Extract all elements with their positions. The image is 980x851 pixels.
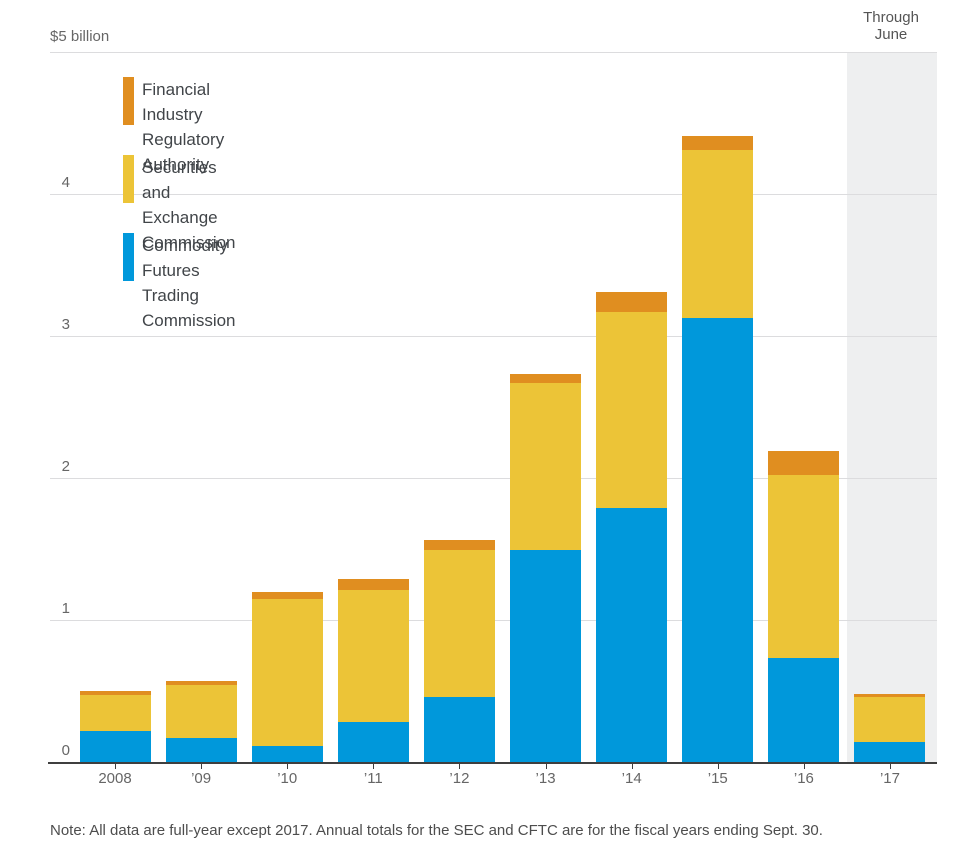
x-tick — [287, 762, 289, 769]
bar-segment-cftc-7 — [682, 317, 754, 762]
gridline — [50, 478, 937, 479]
legend-item-finra: Financial Industry Regulatory Authority — [123, 77, 224, 177]
bar-segment-cftc-1 — [165, 737, 237, 762]
x-tick-label: ’12 — [449, 770, 470, 787]
bar-segment-cftc-2 — [251, 746, 323, 762]
x-tick-label: ’14 — [621, 770, 642, 787]
gridline — [50, 194, 937, 195]
bar-segment-sec-4 — [423, 550, 495, 697]
bar-segment-cftc-6 — [596, 507, 668, 762]
x-tick — [889, 762, 891, 769]
bar-segment-cftc-5 — [510, 550, 582, 762]
y-axis-top-label: $5 billion — [50, 28, 110, 45]
x-axis-line — [48, 762, 937, 764]
bar-segment-sec-3 — [337, 590, 409, 723]
through-june-annotation: Through June — [863, 9, 919, 43]
bar-segment-cftc-8 — [768, 658, 840, 762]
bar-segment-finra-8 — [768, 451, 840, 476]
bar-segment-finra-0 — [79, 691, 151, 696]
x-tick-label: ’15 — [707, 770, 728, 787]
y-tick-label: 2 — [61, 458, 70, 475]
note-text: Note: All data are full-year except 2017… — [50, 822, 823, 839]
x-tick — [803, 762, 805, 769]
x-tick-label: 2008 — [98, 770, 132, 787]
x-tick-label: ’16 — [793, 770, 814, 787]
legend-label-sec: Securities and Exchange Commission — [142, 158, 236, 252]
x-tick — [459, 762, 461, 769]
x-tick-label: ’13 — [535, 770, 556, 787]
bar-segment-sec-5 — [510, 382, 582, 551]
x-tick-label: ’17 — [879, 770, 900, 787]
bar-segment-finra-2 — [251, 591, 323, 599]
legend-label-cftc: Commodity Futures Trading Commission — [142, 236, 236, 330]
sec-color-swatch — [123, 155, 134, 203]
bar-segment-finra-6 — [596, 291, 668, 312]
x-tick — [201, 762, 203, 769]
x-tick — [717, 762, 719, 769]
bar-segment-sec-2 — [251, 598, 323, 747]
legend-label-finra: Financial Industry Regulatory Authority — [142, 80, 225, 174]
finra-color-swatch — [123, 77, 134, 125]
bar-segment-sec-7 — [682, 149, 754, 318]
gridline — [50, 336, 937, 337]
bar-segment-finra-5 — [510, 374, 582, 383]
bar-segment-finra-1 — [165, 681, 237, 686]
x-tick-label: ’10 — [277, 770, 298, 787]
bar-segment-cftc-0 — [79, 730, 151, 762]
x-tick — [545, 762, 547, 769]
cftc-color-swatch — [123, 233, 134, 281]
bar-segment-finra-9 — [854, 693, 926, 697]
bar-segment-finra-4 — [423, 540, 495, 551]
y-tick-label: 3 — [61, 316, 70, 333]
bar-segment-finra-3 — [337, 578, 409, 591]
bar-segment-sec-9 — [854, 696, 926, 743]
bar-segment-sec-6 — [596, 311, 668, 508]
x-tick — [115, 762, 116, 769]
bar-segment-cftc-3 — [337, 722, 409, 762]
y-tick-label: 1 — [61, 600, 70, 617]
highlight-band — [847, 52, 937, 762]
y-tick-label: 4 — [61, 174, 70, 191]
bar-segment-cftc-4 — [423, 696, 495, 762]
legend-item-cftc: Commodity Futures Trading Commission — [123, 233, 236, 333]
x-tick-label: ’09 — [191, 770, 212, 787]
legend-item-sec: Securities and Exchange Commission — [123, 155, 236, 255]
bar-segment-sec-0 — [79, 695, 151, 731]
y-tick-label: 0 — [61, 742, 70, 759]
bar-segment-sec-1 — [165, 685, 237, 738]
gridline — [50, 52, 937, 53]
x-tick-label: ’11 — [363, 770, 383, 787]
bar-segment-finra-7 — [682, 135, 754, 150]
x-tick — [631, 762, 633, 769]
bar-segment-cftc-9 — [854, 742, 926, 762]
bar-segment-sec-8 — [768, 475, 840, 659]
x-tick — [373, 762, 375, 769]
